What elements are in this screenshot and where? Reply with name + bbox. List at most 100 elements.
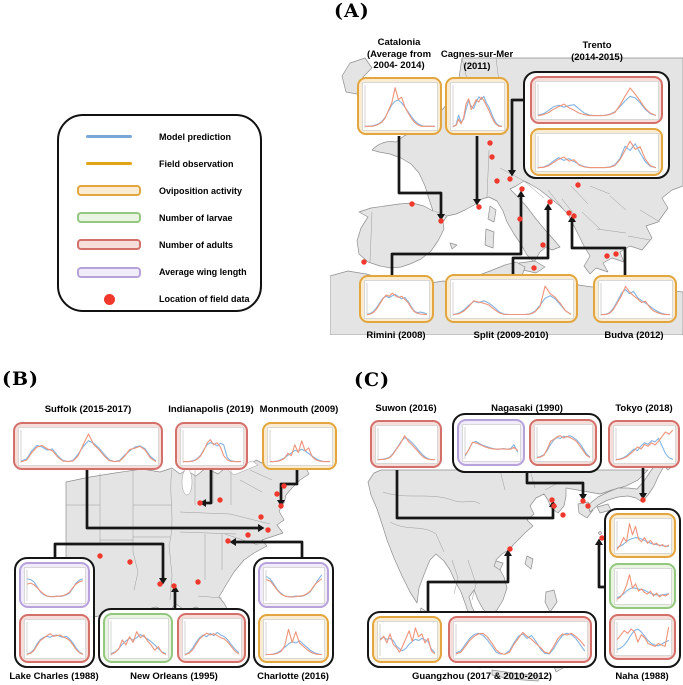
panel-letter-a: (A) [334, 0, 370, 22]
map-connector [395, 470, 555, 520]
legend-item: Field observation [59, 150, 260, 177]
location-label: New Orleans (1995) [130, 671, 218, 682]
field-data-location-dot [489, 154, 495, 160]
sparkline-monmouth-oviposition [266, 426, 333, 466]
field-data-location-dot [225, 538, 231, 544]
legend-swatch-cell [59, 266, 159, 278]
map-connector [279, 470, 299, 500]
inset-chart-lakecharles-adults [19, 614, 90, 663]
inset-chart-trento-adults [530, 76, 663, 124]
map-connector [397, 136, 443, 214]
field-data-location-dot [217, 497, 223, 503]
corsica-island [487, 205, 497, 223]
inset-chart-neworleans-adults [177, 613, 246, 663]
connector-arrowhead [159, 578, 167, 585]
field-data-location-dot [560, 512, 566, 518]
inset-chart-naha-adults [609, 614, 676, 660]
larvae-box-swatch [77, 212, 141, 224]
sparkline-guangzhou-oviposition [376, 620, 438, 659]
legend-item: Location of field data [59, 286, 260, 313]
field-data-location-dot [613, 251, 619, 257]
field-data-location-dot [599, 535, 605, 541]
model-prediction-line-swatch [86, 135, 132, 138]
location-label: Nagasaki (1990) [491, 403, 563, 414]
field-data-location-dot [278, 503, 284, 509]
honshu-island [587, 463, 664, 513]
connector-arrowhead [508, 170, 516, 177]
inset-chart-tokyo-adults [608, 420, 680, 468]
field-data-location-dot [157, 581, 163, 587]
field-data-location-dot [197, 500, 203, 506]
legend-swatch-cell [59, 212, 159, 224]
map-connector [525, 473, 585, 494]
sparkline-nagasaki-wing [461, 423, 521, 462]
sparkline-trento-oviposition [534, 132, 659, 172]
field-data-location-dot [540, 242, 546, 248]
field-data-location-dot [171, 583, 177, 589]
sparkline-budva-oviposition [597, 279, 673, 319]
hainan-island [493, 560, 504, 571]
connector-arrowhead [171, 585, 179, 592]
location-label: Suwon (2016) [375, 403, 437, 414]
connector-arrowhead [579, 494, 587, 501]
sparkline-tokyo-adults [612, 424, 676, 464]
field-data-location-dot [547, 199, 553, 205]
panel-letter-b: (B) [2, 368, 40, 390]
inset-chart-guangzhou-oviposition [372, 616, 442, 663]
taiwan-island [524, 555, 534, 570]
connector-arrowhead [504, 549, 512, 556]
inset-chart-trento-oviposition [530, 128, 663, 176]
field-data-location-dot [487, 140, 493, 146]
legend-items: Model prediction Field observation Oviposi… [59, 123, 260, 313]
okinawa-island [598, 531, 602, 535]
inset-chart-lakecharles-wing [19, 562, 90, 608]
map-connector [53, 542, 165, 578]
inset-chart-neworleans-larvae [103, 613, 173, 663]
connector-arrowhead [229, 538, 236, 546]
field-data-location-dot [281, 483, 287, 489]
panel-letter-c: (C) [354, 369, 391, 391]
map-connector [85, 470, 258, 530]
inset-chart-guangzhou-adults [448, 616, 592, 663]
field-data-location-dot [258, 514, 264, 520]
legend-item: Number of adults [59, 231, 260, 258]
sparkline-neworleans-adults [181, 617, 242, 659]
location-label: Suffolk (2015-2017) [44, 404, 132, 415]
field-data-location-dot [507, 176, 513, 182]
legend-item: Average wing length [59, 258, 260, 285]
field-data-location-dot [604, 253, 610, 259]
field-data-location-dot [361, 259, 367, 265]
field-data-location-dot [274, 491, 280, 497]
legend-swatch-cell [59, 135, 159, 138]
connector-arrowhead [517, 190, 525, 197]
sparkline-cagnes-oviposition [449, 81, 505, 131]
connector-arrowhead [568, 215, 576, 222]
sparkline-suffolk-adults [17, 426, 159, 466]
field-data-location-dot [549, 497, 555, 503]
sparkline-guangzhou-adults [452, 620, 588, 659]
inset-chart-rimini-oviposition [359, 275, 434, 323]
legend-item: Oviposition activity [59, 177, 260, 204]
location-label: Tokyo (2018) [615, 403, 673, 414]
field-data-location-dot [519, 186, 525, 192]
sparkline-charlotte-oviposition [262, 618, 325, 659]
legend-item: Number of larvae [59, 204, 260, 231]
inset-chart-cagnes-oviposition [445, 77, 509, 135]
sparkline-catalonia-oviposition [361, 81, 438, 131]
java-island [491, 669, 541, 682]
inset-chart-split-oviposition [445, 274, 578, 323]
location-label: Lake Charles (1988) [9, 671, 99, 682]
connector-arrowhead [437, 214, 445, 221]
legend-swatch-cell [59, 185, 159, 197]
field-data-location-dot [507, 546, 513, 552]
legend-item-label: Number of adults [159, 239, 234, 250]
legend-item-label: Oviposition activity [159, 185, 243, 196]
legend-swatch-cell [59, 239, 159, 251]
field-data-location-dot [640, 497, 646, 503]
inset-chart-monmouth-oviposition [262, 422, 337, 470]
legend-swatch-cell [59, 293, 159, 305]
inset-chart-naha-larvae [609, 563, 676, 609]
legend-item-label: Average wing length [159, 267, 247, 278]
legend-item-label: Location of field data [159, 294, 250, 305]
sparkline-naha-larvae [613, 567, 672, 605]
